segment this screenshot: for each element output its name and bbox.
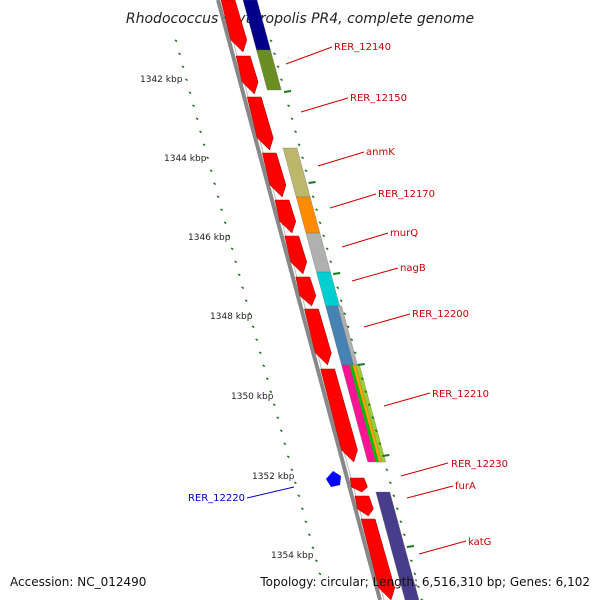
- genome-backbone: [216, 0, 382, 600]
- cds-forward-arrow[interactable]: [295, 276, 317, 307]
- gene-label-RER_12170[interactable]: RER_12170: [378, 189, 435, 200]
- accession-text: Accession: NC_012490: [10, 575, 146, 589]
- kbp-label: 1354 kbp: [271, 551, 314, 561]
- cds-forward-arrow[interactable]: [320, 368, 358, 463]
- feature-box[interactable]: [316, 271, 340, 307]
- gene-labels: RER_12140 RER_12150 anmK RER_12170 murQ …: [188, 42, 508, 548]
- kbp-label: 1342 kbp: [140, 75, 183, 85]
- feature-box[interactable]: [295, 196, 321, 234]
- cds-track-forward: [220, 0, 396, 600]
- gene-label-RER_12200[interactable]: RER_12200: [412, 309, 469, 320]
- kbp-scale: [174, 39, 322, 576]
- gene-label-RER_12140[interactable]: RER_12140: [334, 42, 391, 53]
- gene-label-connectors: [246, 46, 467, 555]
- cds-forward-arrow[interactable]: [360, 518, 396, 600]
- cds-forward-arrow[interactable]: [349, 477, 368, 493]
- kbp-label: 1348 kbp: [210, 312, 253, 322]
- cds-forward-arrow[interactable]: [274, 199, 297, 234]
- feature-box[interactable]: [305, 232, 331, 273]
- genome-summary-text: Topology: circular; Length: 6,516,310 bp…: [259, 575, 590, 589]
- feature-box[interactable]: [282, 147, 311, 198]
- gene-label-RER_12150[interactable]: RER_12150: [350, 93, 407, 104]
- cds-forward-arrow[interactable]: [284, 235, 308, 275]
- gene-label-furA[interactable]: furA: [455, 481, 476, 492]
- cds-reverse-RER_12220[interactable]: [326, 471, 341, 487]
- cds-forward-arrow[interactable]: [220, 0, 248, 53]
- gene-label-murQ[interactable]: murQ: [390, 228, 418, 239]
- cds-forward-arrow[interactable]: [261, 152, 287, 198]
- kbp-label: 1344 kbp: [164, 154, 207, 164]
- feature-box[interactable]: [375, 491, 420, 600]
- map-title: Rhodococcus erythropolis PR4, complete g…: [126, 11, 474, 27]
- gene-label-RER_12210[interactable]: RER_12210: [432, 389, 489, 400]
- cds-forward-arrow[interactable]: [354, 495, 374, 517]
- feature-track: [242, 0, 420, 600]
- kbp-labels: 1342 kbp 1344 kbp 1346 kbp 1348 kbp 1350…: [140, 75, 314, 561]
- gene-label-anmK[interactable]: anmK: [366, 147, 395, 158]
- gene-label-nagB[interactable]: nagB: [400, 263, 426, 274]
- cds-forward-arrow[interactable]: [246, 96, 274, 151]
- gene-label-katG[interactable]: katG: [468, 537, 491, 548]
- kbp-label: 1350 kbp: [231, 392, 274, 402]
- gene-label-RER_12230[interactable]: RER_12230: [451, 459, 508, 470]
- kbp-label: 1352 kbp: [252, 472, 295, 482]
- kbp-scale-right: [269, 39, 424, 600]
- cds-forward-arrow[interactable]: [304, 308, 332, 366]
- cds-forward-arrow[interactable]: [235, 55, 259, 95]
- kbp-label: 1346 kbp: [188, 233, 231, 243]
- feature-box[interactable]: [256, 49, 282, 91]
- gene-label-RER_12220[interactable]: RER_12220: [188, 493, 245, 504]
